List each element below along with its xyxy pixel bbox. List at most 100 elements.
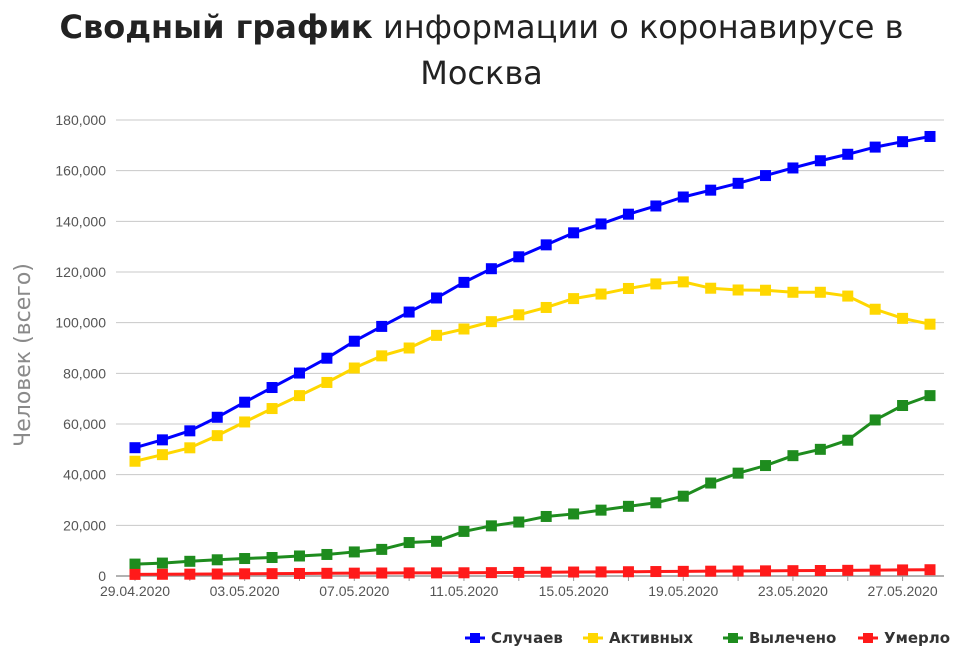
data-point <box>540 301 552 313</box>
data-point <box>595 566 607 578</box>
legend-label: Вылечено <box>749 629 836 647</box>
data-point <box>293 567 305 579</box>
data-point <box>513 516 525 528</box>
data-point <box>458 276 470 288</box>
data-point <box>211 411 223 423</box>
legend: Случаев Активных Вылечено Умерло <box>465 629 950 647</box>
y-tick-label: 120,000 <box>55 264 106 280</box>
series-line <box>134 568 931 576</box>
data-point <box>540 510 552 522</box>
data-point <box>348 546 360 558</box>
data-point <box>431 329 443 341</box>
data-point <box>924 130 936 142</box>
data-point <box>156 449 168 461</box>
data-point <box>321 376 333 388</box>
data-point <box>595 218 607 230</box>
data-point <box>239 416 251 428</box>
data-point <box>458 525 470 537</box>
data-point <box>732 284 744 296</box>
y-tick-label: 100,000 <box>55 315 106 331</box>
data-point <box>266 403 278 415</box>
x-axis-ticks: 29.04.2020 03.05.2020 07.05.2020 11.05.2020… <box>100 576 938 599</box>
data-point <box>403 567 415 579</box>
data-point <box>924 318 936 330</box>
x-tick-label: 29.04.2020 <box>100 583 170 599</box>
data-point <box>869 564 881 576</box>
data-point <box>513 309 525 321</box>
data-point <box>924 390 936 402</box>
data-point <box>540 566 552 578</box>
data-point <box>156 434 168 446</box>
data-point <box>595 288 607 300</box>
data-point <box>266 552 278 564</box>
data-point <box>705 477 717 489</box>
data-point <box>568 566 580 578</box>
legend-swatch-marker <box>470 633 480 643</box>
data-point <box>760 170 772 182</box>
y-axis-ticks: 0 20,000 40,000 60,000 80,000 100,000 120,000 1… <box>55 112 106 584</box>
data-point <box>293 367 305 379</box>
data-point <box>869 414 881 426</box>
data-point <box>513 566 525 578</box>
data-point <box>431 567 443 579</box>
series-line <box>134 280 931 463</box>
data-point <box>897 136 909 148</box>
x-tick-label: 19.05.2020 <box>648 583 718 599</box>
legend-swatch-marker <box>728 633 738 643</box>
data-point <box>239 568 251 580</box>
data-point <box>677 276 689 288</box>
data-point <box>814 443 826 455</box>
title-bold: Сводный график <box>59 8 373 46</box>
x-tick-label: 15.05.2020 <box>539 583 609 599</box>
y-tick-label: 60,000 <box>63 416 106 432</box>
data-point <box>650 200 662 212</box>
data-point <box>485 520 497 532</box>
data-point <box>129 558 141 570</box>
data-point <box>568 227 580 239</box>
data-point <box>732 467 744 479</box>
data-point <box>924 564 936 576</box>
data-point <box>184 442 196 454</box>
title-line-1: Сводный график информации о коронавирусе… <box>0 4 963 50</box>
data-point <box>431 292 443 304</box>
data-point <box>760 565 772 577</box>
data-point <box>842 290 854 302</box>
data-point <box>184 568 196 580</box>
legend-label: Активных <box>609 629 693 647</box>
data-point <box>403 342 415 354</box>
y-axis-label: Человек (всего) <box>11 263 36 447</box>
series-line <box>134 394 931 566</box>
data-point <box>156 557 168 569</box>
data-point <box>211 430 223 442</box>
gridlines <box>116 119 944 577</box>
legend-label: Случаев <box>491 629 563 647</box>
data-point <box>650 497 662 509</box>
x-tick-label: 07.05.2020 <box>319 583 389 599</box>
data-point <box>760 460 772 472</box>
data-point <box>869 303 881 315</box>
data-point <box>184 425 196 437</box>
data-point <box>622 500 634 512</box>
data-point <box>677 191 689 203</box>
data-point <box>485 263 497 275</box>
chart-title: Сводный график информации о коронавирусе… <box>0 4 963 96</box>
data-point <box>211 554 223 566</box>
data-point <box>568 508 580 520</box>
data-point <box>321 352 333 364</box>
data-point <box>211 568 223 580</box>
data-point <box>897 400 909 412</box>
data-point <box>348 362 360 374</box>
data-point <box>760 284 772 296</box>
data-point <box>348 335 360 347</box>
data-point <box>239 396 251 408</box>
data-point <box>485 567 497 579</box>
data-point <box>321 548 333 560</box>
data-point <box>293 390 305 402</box>
data-point <box>787 450 799 462</box>
data-point <box>321 567 333 579</box>
data-point <box>376 350 388 362</box>
x-tick-label: 03.05.2020 <box>210 583 280 599</box>
data-point <box>266 382 278 394</box>
legend-swatch-marker <box>863 633 873 643</box>
data-point <box>842 434 854 446</box>
